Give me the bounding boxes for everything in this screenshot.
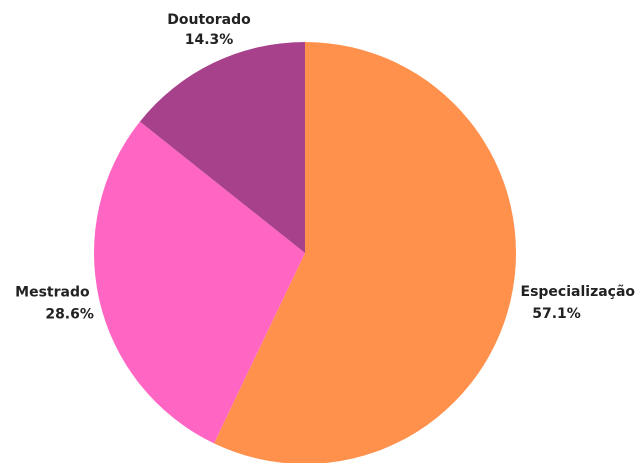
slice-label: Doutorado [167,12,251,28]
pie-slice [139,42,305,253]
slice-label: Mestrado [15,285,90,301]
slice-value-label: 28.6% [45,307,94,323]
pie-slice [94,121,305,444]
slice-value-label: 14.3% [185,32,234,48]
slice-label: Especialização [521,284,636,300]
slice-value-label: 57.1% [532,306,581,322]
pie-slice [213,42,516,463]
